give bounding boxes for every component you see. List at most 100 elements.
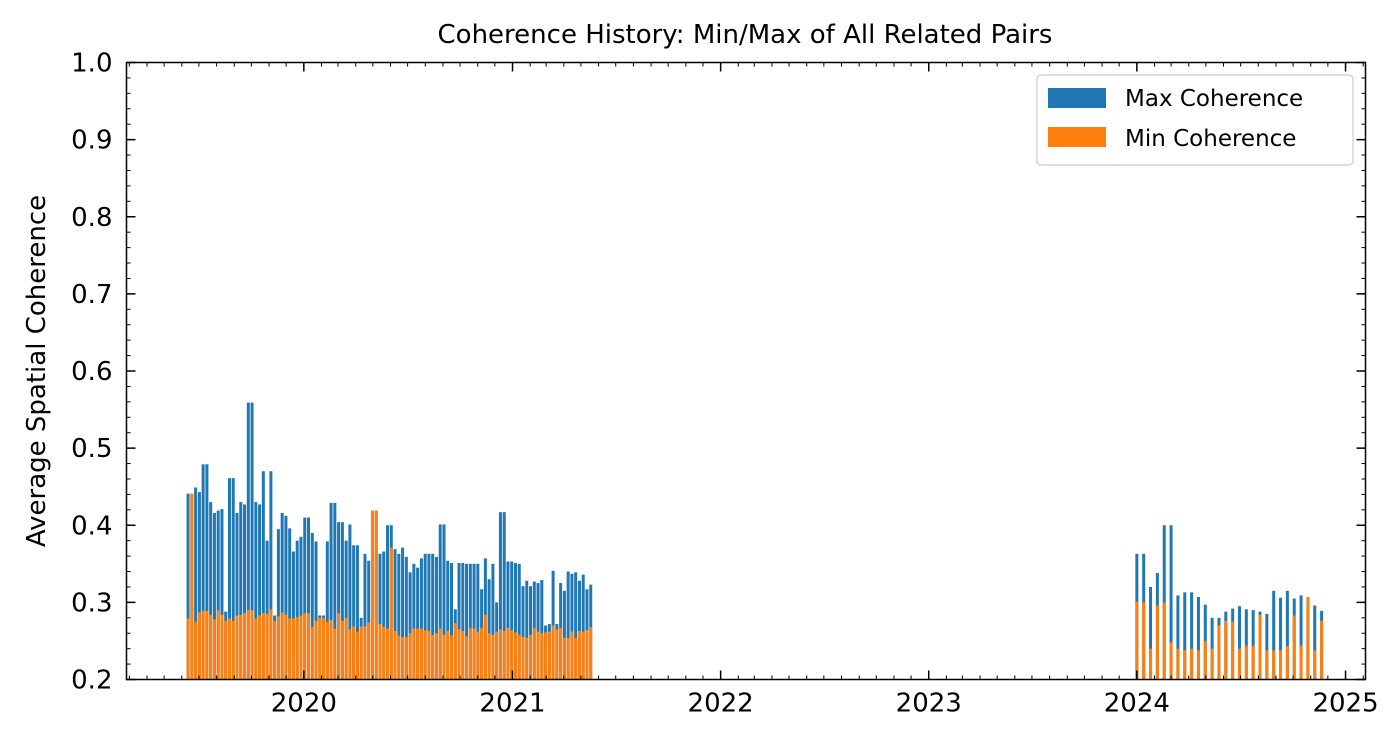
bar-max — [476, 563, 480, 680]
bar-max — [427, 553, 431, 680]
bar-max — [393, 549, 397, 680]
bar-min — [231, 620, 235, 680]
bar-min — [1265, 650, 1269, 680]
bar-max — [397, 553, 401, 680]
bar-min — [1272, 650, 1276, 680]
bar-min — [1306, 596, 1310, 680]
bar-max — [536, 583, 540, 680]
y-tick-label: 0.6 — [71, 357, 112, 387]
y-tick-label: 1.0 — [71, 49, 112, 79]
bar-min — [1135, 601, 1139, 680]
bar-min — [412, 628, 416, 680]
bar-min — [348, 629, 352, 680]
bar-min — [370, 510, 374, 680]
bar-max — [299, 536, 303, 680]
bar-min — [450, 635, 453, 680]
bar-max — [307, 517, 310, 680]
bar-min — [1217, 625, 1221, 680]
bar-min — [521, 637, 525, 680]
bar-max — [258, 504, 262, 680]
bar-max — [1190, 592, 1194, 680]
bar-max — [1299, 595, 1303, 680]
bar-min — [1162, 602, 1166, 680]
bar-min — [344, 617, 348, 680]
bar-max — [521, 586, 525, 680]
bar-min — [393, 630, 397, 680]
bar-min — [307, 613, 310, 680]
bar-min — [506, 627, 510, 680]
bar-min — [276, 616, 280, 680]
bar-min — [318, 617, 322, 680]
bar-min — [540, 633, 544, 680]
bar-min — [216, 610, 220, 680]
bar-min — [547, 631, 551, 680]
bar-max — [265, 540, 269, 680]
bar-max — [235, 512, 239, 680]
bar-min — [517, 634, 521, 680]
bar-min — [261, 613, 265, 680]
bar-max — [269, 471, 273, 680]
bar-max — [442, 524, 446, 680]
bar-min — [472, 628, 476, 680]
bar-max — [314, 541, 318, 680]
bar-min — [273, 620, 277, 680]
bar-min — [480, 627, 484, 680]
legend-swatch-min — [1048, 127, 1106, 147]
bar-max — [581, 574, 585, 680]
bar-min — [476, 631, 480, 680]
bar-min — [502, 630, 506, 680]
bar-max — [1313, 605, 1317, 680]
bar-min — [310, 627, 314, 680]
bar-max — [352, 545, 356, 680]
bar-max — [340, 522, 344, 680]
bar-min — [220, 614, 224, 680]
bar-min — [243, 613, 247, 680]
bar-min — [589, 627, 593, 680]
bar-min — [303, 613, 307, 680]
bar-min — [427, 630, 431, 680]
bar-min — [525, 637, 529, 680]
bar-min — [461, 630, 465, 680]
bar-max — [250, 402, 254, 680]
bar-max — [367, 560, 371, 680]
bar-min — [431, 634, 435, 680]
bar-max — [344, 540, 348, 680]
bar-max — [194, 487, 198, 680]
bar-max — [1149, 586, 1153, 680]
bar-max — [468, 563, 472, 680]
bar-max — [212, 512, 216, 680]
bar-max — [498, 512, 502, 680]
bar-min — [1169, 642, 1173, 680]
bar-min — [209, 614, 213, 680]
bar-min — [551, 625, 555, 680]
bar-min — [419, 628, 423, 680]
y-tick-label: 0.3 — [71, 588, 112, 618]
bar-min — [491, 634, 495, 680]
bar-max — [205, 464, 209, 680]
bar-max — [412, 563, 416, 680]
bar-max — [513, 563, 517, 680]
bar-min — [250, 610, 254, 680]
bar-min — [487, 633, 491, 680]
bar-max — [570, 573, 574, 680]
plot-frame — [125, 61, 1367, 681]
bar-min — [1149, 648, 1153, 680]
bar-min — [1183, 650, 1187, 680]
bar-min — [544, 632, 548, 680]
bar-max — [1176, 595, 1180, 680]
bar-max — [197, 492, 201, 680]
bar-max — [472, 563, 476, 680]
bar-max — [438, 524, 442, 680]
bar-min — [246, 610, 250, 680]
bar-max — [1244, 609, 1248, 680]
bar-max — [517, 563, 521, 680]
bar-max — [1272, 590, 1276, 680]
bars-layer — [186, 402, 1324, 680]
y-tick-label: 0.9 — [71, 126, 112, 156]
bar-max — [276, 529, 280, 680]
bar-max — [1183, 592, 1187, 680]
bar-min — [205, 610, 209, 680]
bar-min — [190, 493, 194, 680]
x-tick-label: 2020 — [271, 689, 337, 719]
bar-min — [408, 633, 412, 680]
